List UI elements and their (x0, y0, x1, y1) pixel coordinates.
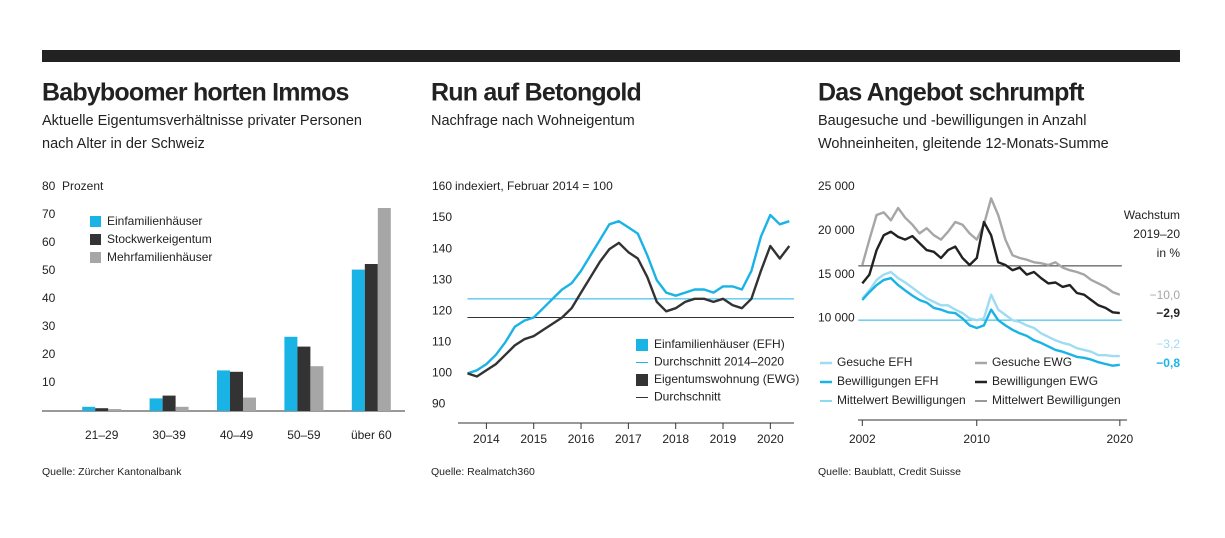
legend-label: Durchschnitt 2014–2020 (654, 355, 784, 369)
legend-label: Bewilligungen EWG (992, 374, 1098, 388)
y-tick-label: 100 (432, 366, 452, 380)
x-tick-label: 2002 (849, 432, 876, 446)
x-tick-label: 2015 (520, 432, 547, 446)
bar (149, 398, 163, 411)
legend-swatch (90, 252, 101, 263)
y-axis-label: Prozent (62, 179, 104, 193)
bar (108, 409, 122, 411)
bar (351, 269, 365, 411)
growth-title: Wachstum (1124, 208, 1180, 222)
bar (377, 208, 391, 411)
y-tick-label: 140 (432, 241, 452, 255)
y-tick-label: 90 (432, 397, 446, 411)
subtitle: Baugesuche und -bewilligungen in Anzahl (818, 113, 1086, 129)
y-tick-label: 30 (42, 319, 56, 333)
x-tick-label: 30–39 (152, 428, 186, 442)
y-tick-label: 50 (42, 263, 56, 277)
legend-label: Eigentumswohnung (EWG) (654, 372, 799, 386)
x-tick-label: 50–59 (287, 428, 321, 442)
bar (162, 395, 176, 411)
y-tick-label: 70 (42, 207, 56, 221)
x-tick-label: 2019 (710, 432, 737, 446)
x-tick-label: 21–29 (85, 428, 119, 442)
legend-label: Gesuche EFH (837, 355, 912, 369)
bar (82, 406, 96, 411)
y-tick-label: 40 (42, 291, 56, 305)
legend-label: Einfamilienhäuser (EFH) (654, 337, 785, 351)
source: Quelle: Zürcher Kantonalbank (42, 466, 182, 478)
line-series (861, 197, 1121, 296)
x-tick-label: 2018 (662, 432, 689, 446)
subtitle: nach Alter in der Schweiz (42, 136, 205, 152)
legend-label: Gesuche EWG (992, 355, 1072, 369)
legend-label: Durchschnitt (654, 390, 721, 404)
y-tick-label: 130 (432, 272, 452, 286)
x-tick-label: 2016 (568, 432, 595, 446)
bar (217, 370, 230, 411)
source: Quelle: Realmatch360 (431, 466, 535, 478)
y-tick-label: 25 000 (818, 179, 855, 193)
x-tick-label: 2014 (473, 432, 500, 446)
chart-title: Run auf Betongold (431, 79, 641, 107)
legend-swatch (90, 234, 101, 245)
legend-swatch (636, 374, 648, 386)
subtitle: Aktuelle Eigentumsverhältnisse privater … (42, 113, 362, 129)
bar (243, 397, 256, 411)
subtitle: Wohneinheiten, gleitende 12-Monats-Summe (818, 136, 1109, 152)
chart-title: Babyboomer horten Immos (42, 79, 349, 107)
growth-value: −3,2 (1156, 337, 1180, 351)
growth-value: −0,8 (1156, 356, 1180, 370)
y-tick-label: 10 (42, 375, 56, 389)
x-tick-label: 2020 (757, 432, 784, 446)
line-series (861, 220, 1120, 315)
y-tick-label: 15 000 (818, 267, 855, 281)
line-series (467, 213, 790, 375)
y-axis-label: indexiert, Februar 2014 = 100 (455, 179, 613, 193)
legend-label: Mittelwert Bewilligungen (837, 393, 966, 407)
line-series (861, 276, 1120, 367)
legend-swatch (90, 216, 101, 227)
growth-value: −10,0 (1150, 288, 1181, 302)
bar (175, 406, 189, 411)
source: Quelle: Baublatt, Credit Suisse (818, 466, 961, 478)
y-tick-label: 20 000 (818, 223, 855, 237)
legend-label: Mittelwert Bewilligungen (992, 393, 1121, 407)
x-tick-label: 40–49 (220, 428, 254, 442)
y-tick-label: 60 (42, 235, 56, 249)
x-tick-label: über 60 (351, 428, 392, 442)
legend-label: Stockwerkeigentum (107, 232, 212, 246)
growth-title: in % (1157, 246, 1181, 260)
line-series (861, 270, 1120, 358)
legend-label: Mehrfamilienhäuser (107, 250, 212, 264)
bar (284, 336, 298, 411)
bar (230, 371, 243, 411)
y-tick-label: 110 (432, 335, 451, 349)
legend-label: Einfamilienhäuser (107, 214, 202, 228)
legend-swatch (636, 339, 648, 351)
bar (297, 346, 311, 411)
y-tick-label: 120 (432, 303, 452, 317)
chart-title: Das Angebot schrumpft (818, 79, 1085, 107)
x-tick-label: 2017 (615, 432, 642, 446)
growth-title: 2019–20 (1133, 227, 1180, 241)
legend-label: Bewilligungen EFH (837, 374, 938, 388)
x-tick-label: 2010 (963, 432, 990, 446)
y-tick-label: 80 (42, 179, 56, 193)
growth-value: −2,9 (1156, 306, 1180, 320)
top-bar (42, 50, 1180, 62)
x-tick-label: 2020 (1106, 432, 1133, 446)
y-tick-label: 20 (42, 347, 56, 361)
y-tick-label: 160 (432, 179, 452, 193)
line-series (467, 241, 791, 378)
bar (364, 264, 378, 411)
y-tick-label: 150 (432, 210, 452, 224)
y-tick-label: 10 000 (818, 311, 855, 325)
bar (95, 408, 109, 411)
bar (310, 366, 324, 411)
subtitle: Nachfrage nach Wohneigentum (431, 113, 635, 129)
